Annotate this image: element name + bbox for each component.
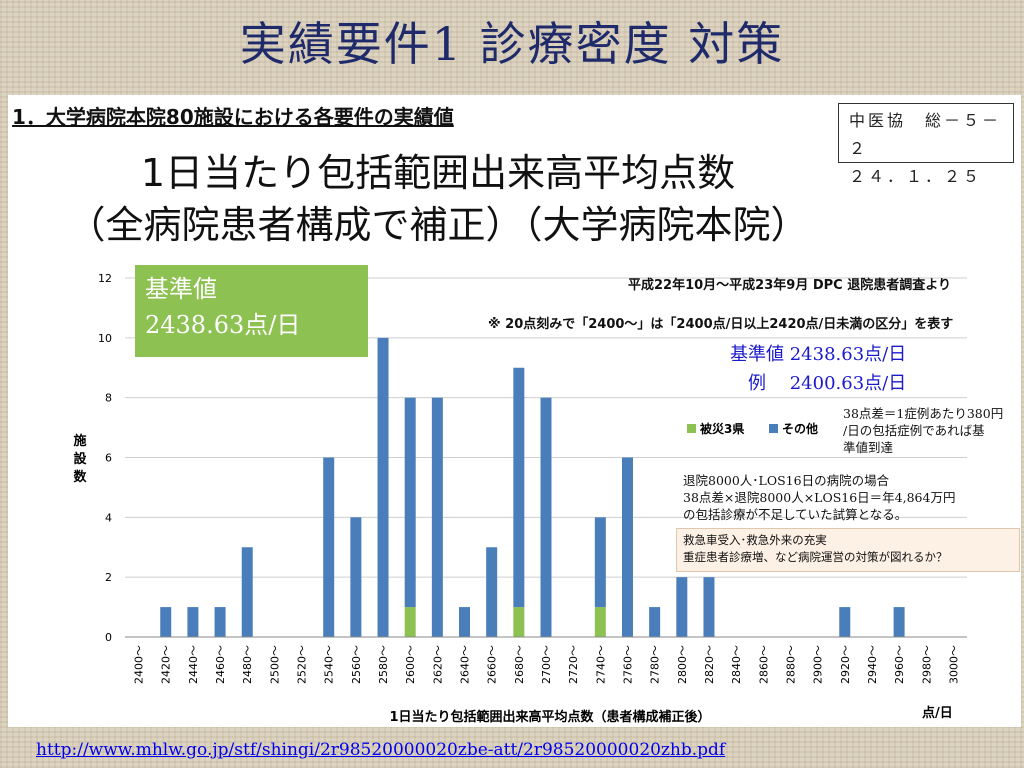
x-tick-label: 2700～ bbox=[540, 645, 553, 684]
x-tick-label: 2980～ bbox=[920, 645, 933, 684]
bar-2600-その他 bbox=[404, 397, 416, 608]
x-tick-label: 2760～ bbox=[621, 645, 634, 684]
case-note-line-2: 38点差×退院8000人×LOS16日＝年4,864万円 bbox=[683, 490, 956, 505]
x-tick-label: 2400～ bbox=[133, 645, 146, 684]
x-tick-label: 2580～ bbox=[377, 645, 390, 684]
bar-2820-その他 bbox=[703, 577, 715, 637]
x-tick-label: 2620～ bbox=[431, 645, 444, 684]
x-tick-label: 2820～ bbox=[703, 645, 716, 684]
y-tick-label: 0 bbox=[105, 631, 112, 644]
bar-2560-その他 bbox=[350, 517, 362, 637]
bar-2740-被災3県 bbox=[594, 607, 606, 637]
slide-title: 実績要件1 診療密度 対策 bbox=[239, 17, 785, 71]
bar-2780-その他 bbox=[649, 607, 661, 637]
bar-2800-その他 bbox=[676, 577, 688, 637]
x-tick-label: 2900～ bbox=[812, 645, 825, 684]
period-note: 平成22年10月～平成23年9月 DPC 退院患者調査より bbox=[628, 278, 951, 293]
case-note-line-1: 退院8000人･LOS16日の病院の場合 bbox=[683, 473, 890, 488]
x-tick-label: 2500～ bbox=[268, 645, 281, 684]
legend-label-other: その他 bbox=[782, 421, 818, 436]
bar-2660-その他 bbox=[486, 547, 498, 637]
source-line-1: 中医協 総－５－２ bbox=[849, 111, 1002, 158]
y-tick-label: 2 bbox=[105, 571, 112, 584]
bar-2460-その他 bbox=[214, 607, 226, 637]
case-note-line-3: の包括診療が不足していた試算となる。 bbox=[683, 507, 908, 522]
bar-2480-その他 bbox=[241, 547, 253, 637]
threshold-note: 基準値 2438.63点/日 bbox=[730, 344, 907, 365]
y-tick-label: 8 bbox=[105, 392, 112, 405]
x-tick-label: 3000～ bbox=[947, 645, 960, 684]
bar-2700-その他 bbox=[540, 397, 552, 637]
x-axis-title: 1日当たり包括範囲出来高平均点数（患者構成補正後） bbox=[389, 709, 710, 725]
x-tick-label: 2940～ bbox=[866, 645, 879, 684]
source-line-2: ２４．１．２５ bbox=[849, 167, 983, 186]
y-tick-label: 12 bbox=[98, 272, 112, 285]
x-tick-label: 2480～ bbox=[241, 645, 254, 684]
x-tick-label: 2600～ bbox=[404, 645, 417, 684]
source-url-link[interactable]: http://www.mhlw.go.jp/stf/shingi/2r98520… bbox=[36, 740, 726, 760]
x-tick-label: 2640～ bbox=[459, 645, 472, 684]
x-tick-label: 2860～ bbox=[757, 645, 770, 684]
chart-title-line-2: （全病院患者構成で補正）（大学病院本院） bbox=[67, 203, 809, 247]
x-tick-label: 2800～ bbox=[676, 645, 689, 684]
example-note: 例 2400.63点/日 bbox=[730, 373, 907, 394]
source-reference-box: 中医協 総－５－２ ２４．１．２５ bbox=[838, 103, 1014, 186]
difference-note-line-2: /日の包括症例であれば基 bbox=[843, 423, 985, 438]
legend-label-disaster: 被災3県 bbox=[700, 421, 744, 436]
chart-title-line-1: 1日当たり包括範囲出来高平均点数 bbox=[140, 151, 736, 195]
y-axis-label-1: 施 bbox=[73, 433, 86, 449]
case-estimate-note: 退院8000人･LOS16日の病院の場合 38点差×退院8000人×LOS16日… bbox=[683, 472, 955, 523]
bin-note: ※ 20点刻みで「2400～」は「2400点/日以上2420点/日未満の区分」を… bbox=[488, 317, 954, 332]
x-tick-label: 2720～ bbox=[567, 645, 580, 684]
section-heading: 1．大学病院本院80施設における各要件の実績値 bbox=[12, 105, 454, 129]
countermeasure-line-1: 救急車受入･救急外来の充実 bbox=[683, 533, 827, 547]
y-tick-label: 4 bbox=[105, 511, 112, 524]
x-tick-label: 2520～ bbox=[296, 645, 309, 684]
y-axis-label-3: 数 bbox=[73, 469, 87, 485]
bar-2420-その他 bbox=[160, 607, 172, 637]
threshold-callout-value: 2438.63点/日 bbox=[145, 311, 301, 339]
bar-2440-その他 bbox=[187, 607, 199, 637]
countermeasure-line-2: 重症患者診療増、など病院運営の対策が図れるか？ bbox=[683, 550, 948, 564]
legend-swatch-disaster bbox=[687, 424, 696, 433]
x-tick-label: 2960～ bbox=[893, 645, 906, 684]
bar-2920-その他 bbox=[839, 607, 851, 637]
bar-2600-被災3県 bbox=[404, 607, 416, 637]
threshold-callout: 基準値 2438.63点/日 bbox=[135, 265, 368, 357]
bar-2960-その他 bbox=[893, 607, 905, 637]
bar-2620-その他 bbox=[431, 397, 443, 637]
bar-2540-その他 bbox=[323, 457, 335, 637]
difference-note-line-1: 38点差＝1症例あたり380円 bbox=[843, 406, 1004, 421]
x-tick-label: 2560～ bbox=[350, 645, 363, 684]
threshold-callout-label: 基準値 bbox=[145, 275, 217, 303]
x-tick-label: 2440～ bbox=[187, 645, 200, 684]
bar-2680-被災3県 bbox=[513, 607, 525, 637]
x-tick-label: 2740～ bbox=[594, 645, 607, 684]
bar-2680-その他 bbox=[513, 367, 525, 608]
bar-2580-その他 bbox=[377, 337, 389, 637]
x-tick-label: 2780～ bbox=[649, 645, 662, 684]
legend-swatch-other bbox=[769, 424, 778, 433]
x-tick-label: 2660～ bbox=[486, 645, 499, 684]
x-tick-label: 2880～ bbox=[784, 645, 797, 684]
y-tick-label: 10 bbox=[98, 332, 112, 345]
x-tick-label: 2540～ bbox=[323, 645, 336, 684]
difference-note: 38点差＝1症例あたり380円 /日の包括症例であれば基 準値到達 bbox=[843, 405, 1023, 456]
x-tick-label: 2680～ bbox=[513, 645, 526, 684]
countermeasure-note: 救急車受入･救急外来の充実 重症患者診療増、など病院運営の対策が図れるか？ bbox=[676, 528, 1020, 572]
x-tick-label: 2840～ bbox=[730, 645, 743, 684]
bar-2760-その他 bbox=[621, 457, 633, 637]
x-tick-label: 2920～ bbox=[839, 645, 852, 684]
difference-note-line-3: 準値到達 bbox=[843, 440, 894, 455]
chart-title: 1日当たり包括範囲出来高平均点数 （全病院患者構成で補正）（大学病院本院） bbox=[8, 147, 868, 251]
y-tick-label: 6 bbox=[105, 452, 112, 465]
y-axis-label-2: 設 bbox=[73, 451, 87, 467]
bar-2640-その他 bbox=[459, 607, 471, 637]
bar-2740-その他 bbox=[594, 517, 606, 608]
x-tick-label: 2460～ bbox=[214, 645, 227, 684]
x-tick-label: 2420～ bbox=[160, 645, 173, 684]
x-axis-unit: 点/日 bbox=[922, 705, 953, 721]
